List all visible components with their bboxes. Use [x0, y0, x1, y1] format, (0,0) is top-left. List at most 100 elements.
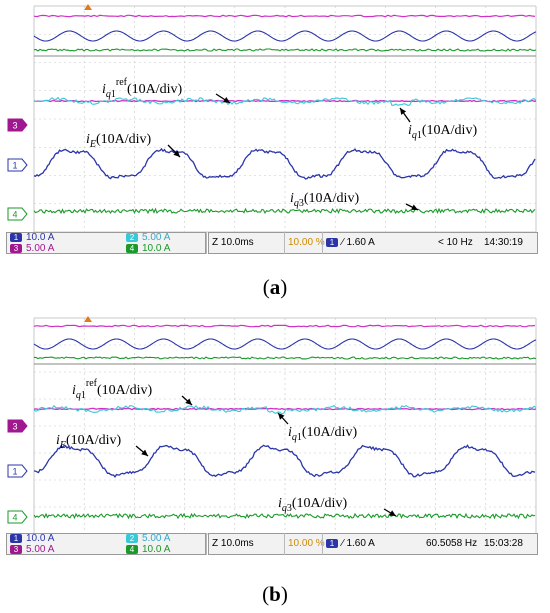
panel-a-annotation-iE-base: i [86, 132, 90, 147]
panel-b-separator-2 [322, 533, 323, 555]
panel-b-annotation-iq3-arrowhead [389, 510, 396, 516]
panel-b-trigger-channel: 1 [326, 539, 338, 548]
panel-b-annotation-iq1-sub: q [292, 432, 297, 443]
panel-b-annotation-iq1_ref: iq1ref(10A/div) [72, 378, 193, 406]
panel-a-separator-1 [284, 232, 285, 254]
panel-b-channel-scale-4-id: 4 [126, 545, 138, 554]
panel-a-annotation-iq1_ref-sub2: 1 [111, 89, 116, 100]
scope-screen-a: 314iq1ref(10A/div)iq1(10A/div)iE(10A/div… [6, 4, 538, 234]
panel-a-annotation-iq3-unit: (10A/div) [304, 191, 360, 206]
panel-a-channel-marker-label-3: 3 [12, 121, 17, 131]
panel-b-annotation-iq1_ref-sub: q [76, 390, 81, 401]
svg-text:iE(10A/div): iE(10A/div) [86, 132, 152, 150]
panel-b-series-iq1-ref [33, 407, 537, 411]
panel-a-annotation-iq1_ref-sup: ref [116, 77, 128, 88]
panel-b-series-iq1 [33, 404, 537, 415]
panel-a-annotation-iq1-sub: q [412, 130, 417, 141]
panel-a-channel-marker-4: 4 [7, 207, 28, 221]
panel-a-annotation-iE-arrowhead [173, 150, 180, 157]
panel-b-annotation-iq1: iq1(10A/div) [277, 412, 357, 443]
svg-text:iq1(10A/div): iq1(10A/div) [288, 425, 357, 443]
svg-text:iq1(10A/div): iq1(10A/div) [408, 123, 477, 141]
panel-a-separator-2 [322, 232, 323, 254]
panel-a-series-iq1 [33, 96, 537, 107]
panel-caption-b: (b) [262, 582, 288, 606]
panel-b-annotation-iE-sub: E [59, 440, 66, 451]
panel-b-channel-scale-3: 3 5.00 A [10, 544, 54, 555]
panel-b-channel-marker-label-4: 4 [12, 513, 17, 523]
panel-b-annotation-iq3-sub: q [282, 503, 287, 514]
panel-a-timebase: Z 10.0ms [212, 237, 254, 248]
panel-a-channel-scale-2: 2 5.00 A [126, 232, 170, 243]
panel-b-channel-marker-label-3: 3 [12, 422, 17, 432]
panel-b-overview-ch3 [33, 324, 536, 328]
panel-a-annotation-iE-unit: (10A/div) [96, 132, 152, 147]
panel-a-channel-scale-4-value: 10.0 A [142, 243, 171, 254]
panel-b-annotation-iq3-sub2: 3 [287, 503, 292, 514]
panel-a-channel-marker-label-4: 4 [12, 210, 17, 220]
panel-b-channel-marker-1: 1 [7, 464, 28, 478]
status-bar-a: 1 10.0 A 2 5.00 A 3 5.00 A 4 10.0 A Z 10.0ms 10.0… [6, 232, 538, 254]
panel-b-separator-0 [206, 533, 207, 555]
panel-a-channel-marker-1: 1 [7, 158, 28, 172]
panel-b-annotation-iq1-arrowhead [278, 413, 285, 420]
panel-a-trigger-level: ∕ 1.60 A [342, 237, 375, 248]
panel-a-zoom-percent: 10.00 % [288, 237, 325, 248]
panel-b-annotation-iq1_ref-base: i [72, 383, 76, 398]
panel-b-overview-ch4 [34, 356, 537, 360]
panel-a-annotation-iq1_ref-arrowhead [223, 97, 230, 103]
panel-a-clock: 14:30:19 [484, 237, 523, 248]
panel-b-annotation-iq1-sub2: 1 [297, 432, 302, 443]
panel-b-annotation-iq1_ref-sub2: 1 [81, 390, 86, 401]
panel-b-series-iq3 [33, 512, 536, 520]
panel-b-channel-scale-1: 1 10.0 A [10, 533, 54, 544]
svg-text:iq1ref(10A/div): iq1ref(10A/div) [102, 77, 183, 100]
panel-a-annotation-iq1-sub2: 1 [417, 130, 422, 141]
svg-text:iq3(10A/div): iq3(10A/div) [290, 191, 359, 209]
panel-a-annotation-iq3-arrowhead [411, 204, 418, 210]
panel-a-annotation-iq1_ref-sub: q [106, 89, 111, 100]
svg-text:iq3(10A/div): iq3(10A/div) [278, 496, 347, 514]
scope-panel-b: 3 1 4 iq1ref(10A/div) iq1(10A/div) iE(10A/div… [6, 316, 538, 572]
panel-a-annotation-iq3: iq3(10A/div) [290, 191, 419, 211]
panel-a-trigger-setting: 1 ∕ 1.60 A [326, 237, 375, 248]
panel-b-channel-scale-1-value: 10.0 A [26, 533, 55, 544]
panel-a-channel-marker-3: 3 [7, 118, 28, 132]
panel-b-channel-scale-box [6, 533, 206, 555]
panel-a-acquisition-box [208, 232, 538, 254]
panel-b-annotation-iE-arrowhead [141, 449, 148, 456]
panel-a-channel-scale-2-id: 2 [126, 233, 138, 242]
panel-b-acquisition-box [208, 533, 538, 555]
panel-b-annotation-iq3-unit: (10A/div) [292, 496, 348, 511]
panel-b-trigger-setting: 1 ∕ 1.60 A [326, 538, 375, 549]
panel-a-annotation-iq3-sub2: 3 [299, 198, 304, 209]
panel-a-channel-scale-3-id: 3 [10, 244, 22, 253]
panel-b-channel-scale-2-value: 5.00 A [142, 533, 171, 544]
panel-a-frequency: < 10 Hz [438, 237, 473, 248]
panel-b-channel-scale-1-id: 1 [10, 534, 22, 543]
panel-b-annotation-iq1_ref-unit: (10A/div) [97, 383, 153, 398]
panel-a-channel-scale-box [6, 232, 206, 254]
panel-a-channel-scale-3: 3 5.00 A [10, 243, 54, 254]
panel-a-overview-ch4 [33, 48, 537, 52]
panel-a-channel-scale-1: 1 10.0 A [10, 232, 54, 243]
panel-b-annotation-iq1_ref-arrowhead [185, 398, 192, 405]
panel-b-annotation-iE: iE(10A/div) [56, 433, 149, 457]
svg-text:iq1ref(10A/div): iq1ref(10A/div) [72, 378, 153, 401]
panel-b-channel-marker-4: 4 [7, 510, 28, 524]
panel-a-channel-scale-3-value: 5.00 A [26, 243, 55, 254]
panel-a-annotation-iq1-unit: (10A/div) [422, 123, 478, 138]
panel-a-channel-scale-4: 4 10.0 A [126, 243, 170, 254]
panel-a-overview-ch3 [33, 14, 536, 18]
panel-a-annotation-iq1_ref: iq1ref(10A/div) [102, 77, 231, 104]
panel-b-channel-scale-3-value: 5.00 A [26, 544, 55, 555]
svg-text:iE(10A/div): iE(10A/div) [56, 433, 122, 451]
panel-b-frequency: 60.5058 Hz [426, 538, 478, 549]
scope-panel-a: 3 1 4 iq1ref(10A/div) iq1(10A/div) iE(10A/div… [6, 4, 538, 260]
panel-a-overview-ch1 [33, 30, 537, 42]
panel-b-timebase: Z 10.0ms [212, 538, 254, 549]
panel-a-trigger-marker [84, 4, 92, 10]
panel-b-channel-scale-3-id: 3 [10, 545, 22, 554]
panel-b-annotation-iq3-base: i [278, 496, 282, 511]
panel-a-trigger-channel: 1 [326, 238, 338, 247]
